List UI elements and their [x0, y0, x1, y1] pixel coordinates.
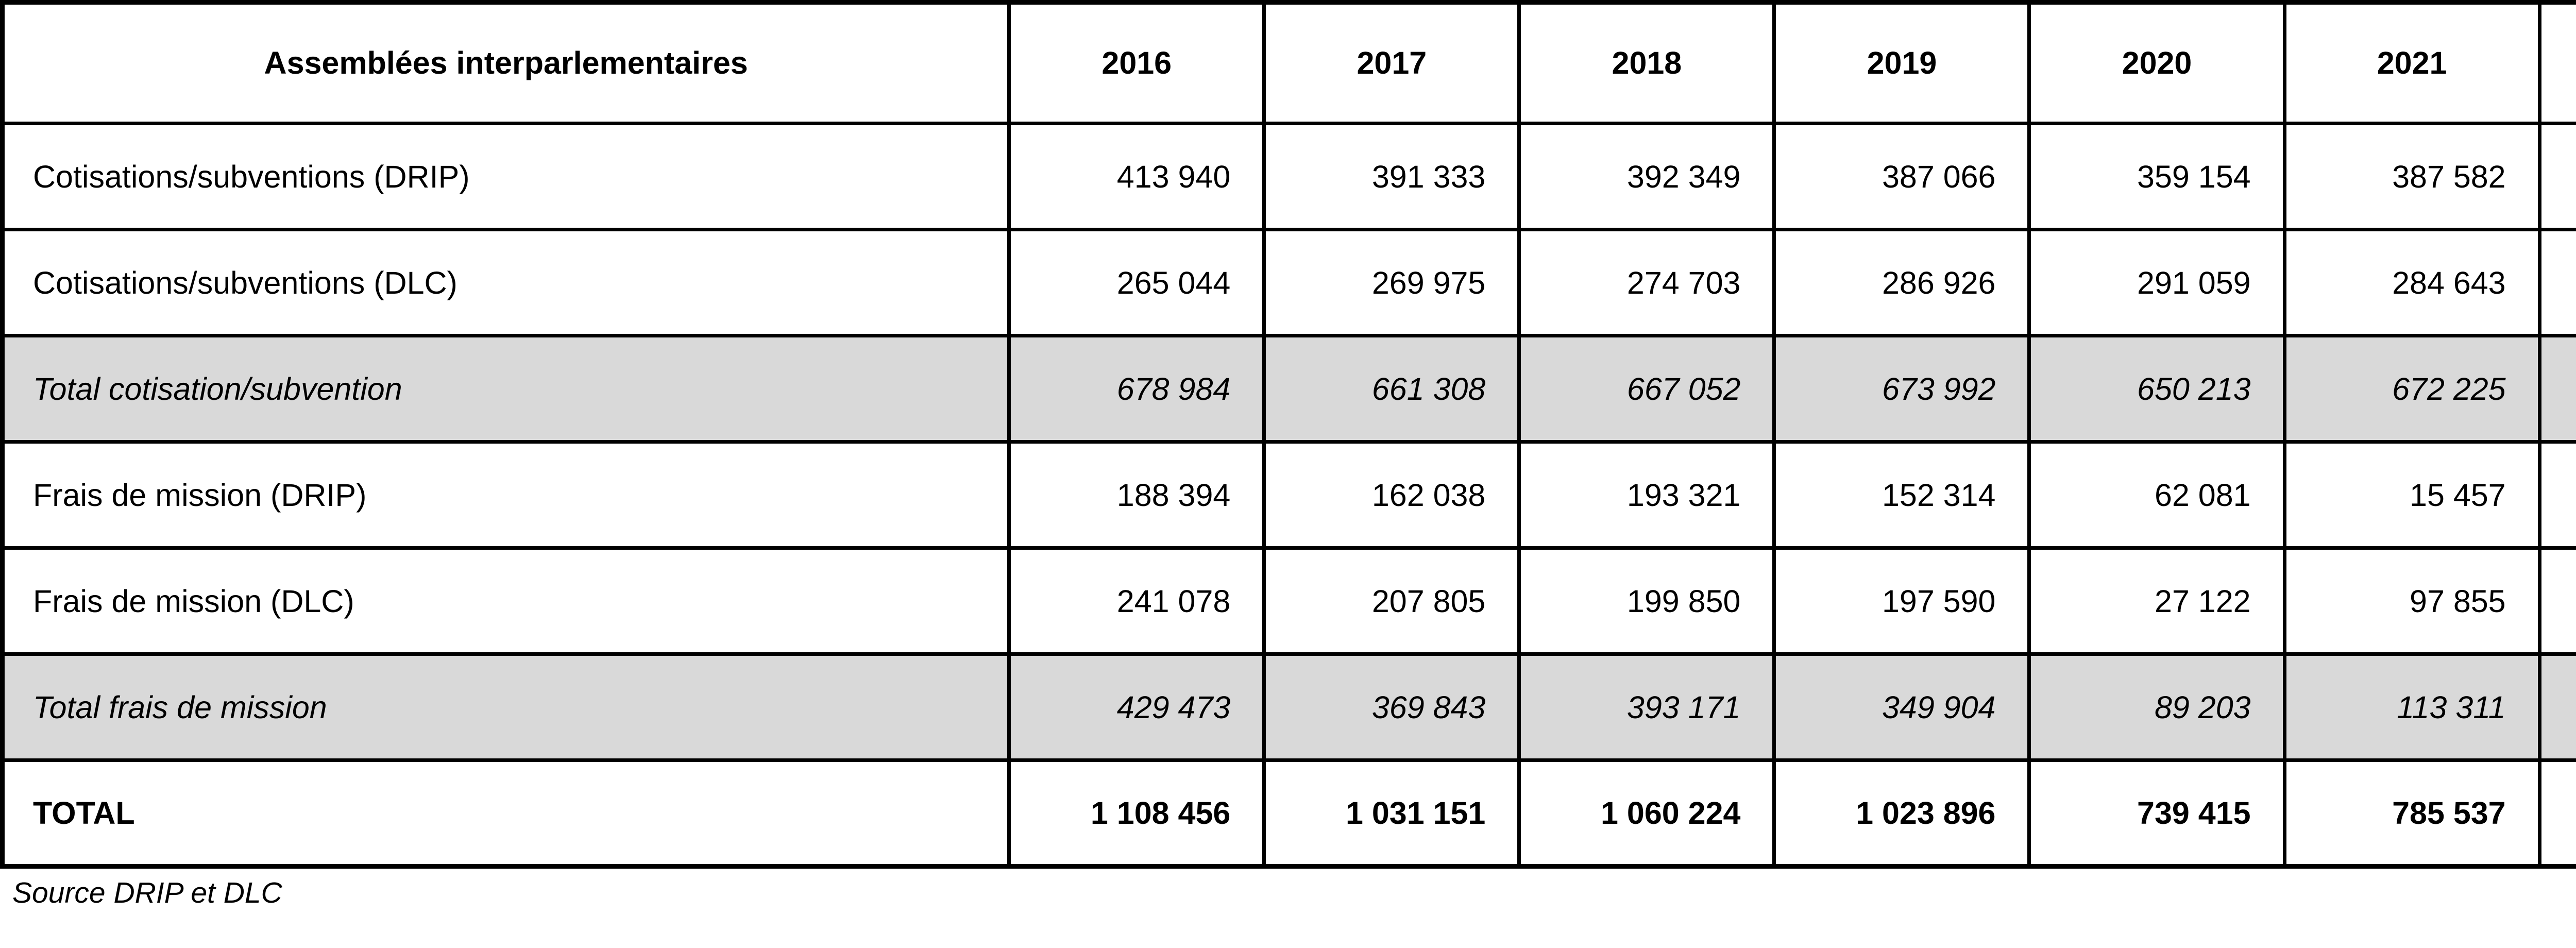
row-label: Total frais de mission — [0, 652, 1011, 762]
value-cell: 197 590 — [1772, 546, 2031, 656]
value-cell: 188 394 — [1007, 440, 1266, 550]
value-cell: 968 484 — [2537, 758, 2576, 868]
value-cell: 199 850 — [1517, 546, 1776, 656]
table-row-total-cotisation: Total cotisation/subvention 678 984 661 … — [0, 334, 2576, 444]
header-year-2022: 2022 — [2537, 1, 2576, 125]
table-row-cotisations-drip: Cotisations/subventions (DRIP) 413 940 3… — [0, 122, 2576, 231]
value-cell: 673 992 — [1772, 334, 2031, 444]
value-cell: 387 066 — [1772, 122, 2031, 231]
value-cell: 369 843 — [1262, 652, 1521, 762]
value-cell: 392 349 — [1517, 122, 1776, 231]
value-cell: 387 582 — [2282, 122, 2541, 231]
value-cell: 1 060 224 — [1517, 758, 1776, 868]
header-year-2017: 2017 — [1262, 1, 1521, 125]
value-cell: 97 855 — [2282, 546, 2541, 656]
value-cell: 27 122 — [2027, 546, 2286, 656]
value-cell: 298 160 — [2537, 228, 2576, 337]
header-label: Assemblées interparlementaires — [0, 1, 1011, 125]
value-cell: 739 415 — [2027, 758, 2286, 868]
value-cell: 15 457 — [2282, 440, 2541, 550]
value-cell: 408 620 — [2537, 122, 2576, 231]
value-cell: 359 154 — [2027, 122, 2286, 231]
value-cell: 152 314 — [1772, 440, 2031, 550]
header-row: Assemblées interparlementaires 2016 2017… — [0, 1, 2576, 125]
value-cell: 117 507 — [2537, 440, 2576, 550]
value-cell: 667 052 — [1517, 334, 1776, 444]
value-cell: 284 643 — [2282, 228, 2541, 337]
table-row-total-frais: Total frais de mission 429 473 369 843 3… — [0, 652, 2576, 762]
value-cell: 393 171 — [1517, 652, 1776, 762]
value-cell: 144 196 — [2537, 546, 2576, 656]
value-cell: 661 308 — [1262, 334, 1521, 444]
value-cell: 207 805 — [1262, 546, 1521, 656]
table-row-frais-dlc: Frais de mission (DLC) 241 078 207 805 1… — [0, 546, 2576, 656]
value-cell: 113 311 — [2282, 652, 2541, 762]
value-cell: 1 031 151 — [1262, 758, 1521, 868]
header-year-2019: 2019 — [1772, 1, 2031, 125]
header-year-2020: 2020 — [2027, 1, 2286, 125]
value-cell: 241 078 — [1007, 546, 1266, 656]
row-label: Frais de mission (DLC) — [0, 546, 1011, 656]
row-label: Cotisations/subventions (DRIP) — [0, 122, 1011, 231]
value-cell: 672 225 — [2282, 334, 2541, 444]
table-row-grand-total: TOTAL 1 108 456 1 031 151 1 060 224 1 02… — [0, 758, 2576, 868]
header-year-2018: 2018 — [1517, 1, 1776, 125]
value-cell: 391 333 — [1262, 122, 1521, 231]
value-cell: 1 108 456 — [1007, 758, 1266, 868]
interparliamentary-assemblies-table: Assemblées interparlementaires 2016 2017… — [0, 0, 2576, 869]
value-cell: 162 038 — [1262, 440, 1521, 550]
row-label: TOTAL — [0, 758, 1011, 868]
value-cell: 286 926 — [1772, 228, 2031, 337]
value-cell: 89 203 — [2027, 652, 2286, 762]
value-cell: 269 975 — [1262, 228, 1521, 337]
header-year-2016: 2016 — [1007, 1, 1266, 125]
value-cell: 274 703 — [1517, 228, 1776, 337]
value-cell: 429 473 — [1007, 652, 1266, 762]
header-year-2021: 2021 — [2282, 1, 2541, 125]
row-label: Cotisations/subventions (DLC) — [0, 228, 1011, 337]
source-note: Source DRIP et DLC — [12, 876, 282, 909]
table-row-cotisations-dlc: Cotisations/subventions (DLC) 265 044 26… — [0, 228, 2576, 337]
value-cell: 193 321 — [1517, 440, 1776, 550]
value-cell: 291 059 — [2027, 228, 2286, 337]
value-cell: 62 081 — [2027, 440, 2286, 550]
row-label: Frais de mission (DRIP) — [0, 440, 1011, 550]
value-cell: 1 023 896 — [1772, 758, 2031, 868]
value-cell: 349 904 — [1772, 652, 2031, 762]
value-cell: 785 537 — [2282, 758, 2541, 868]
row-label: Total cotisation/subvention — [0, 334, 1011, 444]
value-cell: 678 984 — [1007, 334, 1266, 444]
value-cell: 265 044 — [1007, 228, 1266, 337]
value-cell: 706 780 — [2537, 334, 2576, 444]
value-cell: 261 703 — [2537, 652, 2576, 762]
table-row-frais-drip: Frais de mission (DRIP) 188 394 162 038 … — [0, 440, 2576, 550]
value-cell: 650 213 — [2027, 334, 2286, 444]
value-cell: 413 940 — [1007, 122, 1266, 231]
